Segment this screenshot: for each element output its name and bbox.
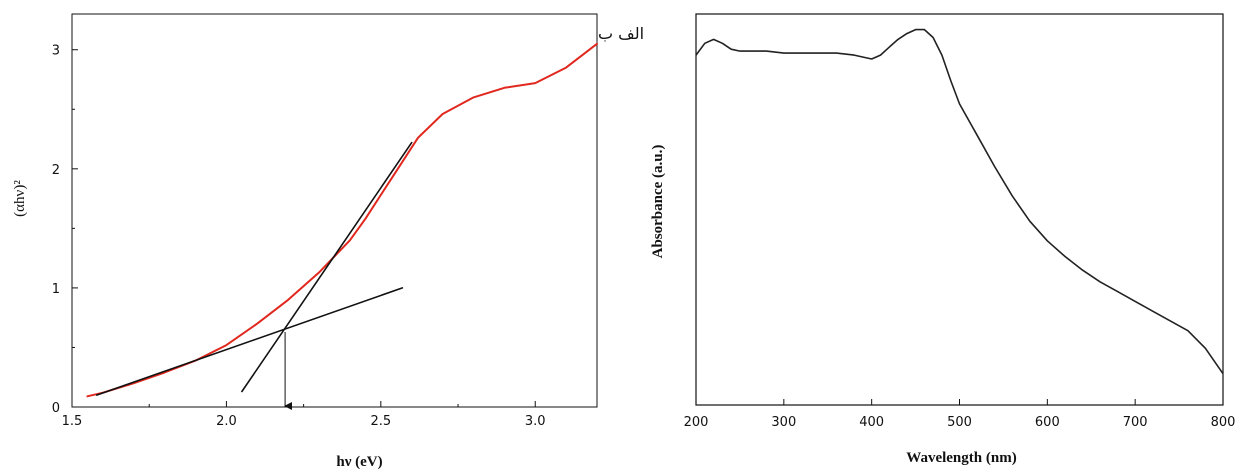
chart1-y-tick-label: 0: [52, 401, 60, 416]
chart1-series-group: [86, 42, 598, 398]
chart1-series-data-line: [86, 42, 598, 398]
chart1-y-tick-label: 3: [52, 44, 60, 59]
chart2-x-tick-label: 500: [947, 415, 972, 430]
chart2-x-tick-label: 600: [1035, 415, 1060, 430]
chart2-series-group: [695, 28, 1224, 375]
chart-tauc-plot: 1.5 2.0 2.5 3.0 0 1 2 3 hν (eV) (αhν)²: [12, 13, 598, 469]
chart2-x-axis-title: Wavelength (nm): [906, 450, 1016, 466]
chart1-x-tick-label: 2.0: [216, 414, 237, 429]
chart1-plot-frame: [71, 13, 598, 408]
chart1-y-axis-title: (αhν)²: [12, 180, 28, 217]
chart1-y-tick-label: 2: [52, 163, 60, 178]
chart2-y-axis-title: Absorbance (a.u.): [650, 145, 666, 259]
chart1-x-tick-label: 1.5: [62, 414, 83, 429]
chart2-x-tick-label: 400: [859, 415, 884, 430]
chart1-x-tick-label: 2.5: [370, 414, 391, 429]
chart1-ticks: 1.5 2.0 2.5 3.0 0 1 2 3: [52, 44, 546, 429]
chart1-y-tick-label: 1: [52, 282, 60, 297]
chart2-x-tick-label: 300: [771, 415, 796, 430]
chart2-x-tick-label: 700: [1123, 415, 1148, 430]
chart2-x-tick-label: 800: [1211, 415, 1236, 430]
chart2-series-absorbance-line: [695, 28, 1224, 375]
chart2-x-tick-label: 200: [684, 415, 709, 430]
chart2-plot-frame: [695, 13, 1224, 406]
chart1-x-tick-label: 3.0: [525, 414, 546, 429]
chart-absorbance-spectrum: 200 300 400 500 600 700 800 Wavelength (nm) Ab…: [650, 13, 1236, 466]
panel-label: الف ب: [598, 24, 645, 43]
chart2-ticks: 200 300 400 500 600 700 800: [684, 399, 1236, 430]
chart1-series-fit-line: [241, 141, 413, 393]
chart1-x-axis-title: hν (eV): [336, 454, 382, 469]
chart1-series-fit-line: [95, 287, 404, 396]
